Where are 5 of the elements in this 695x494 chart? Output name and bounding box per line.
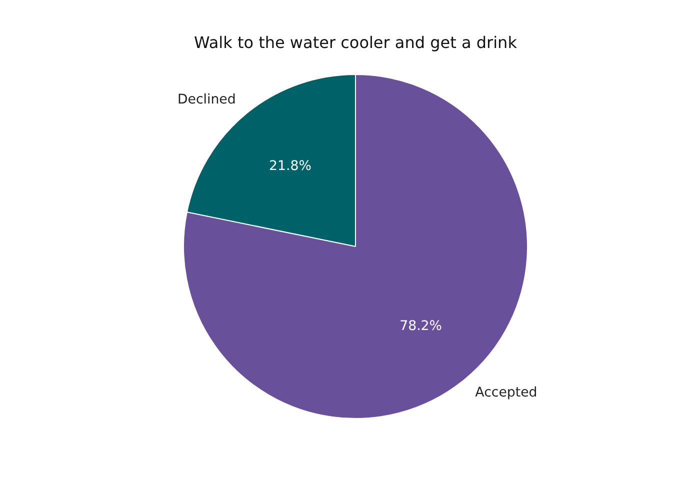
chart-title: Walk to the water cooler and get a drink (194, 33, 518, 52)
slice-label: Accepted (475, 386, 538, 401)
data-label: 21.8% (269, 159, 312, 174)
slice-label: Declined (178, 92, 236, 108)
data-label: 78.2% (400, 318, 442, 334)
